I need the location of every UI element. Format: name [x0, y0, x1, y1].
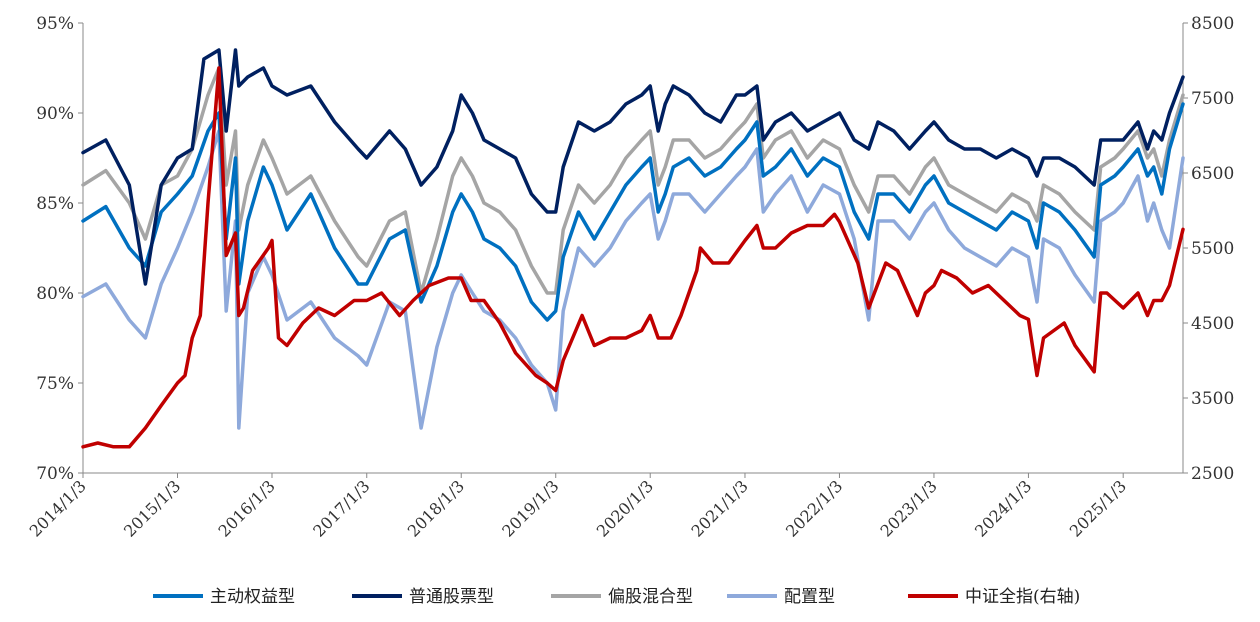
- x-tick-label: 2022/1/3: [782, 476, 846, 540]
- x-tick-label: 2023/1/3: [877, 476, 941, 540]
- x-tick-label: 2017/1/3: [309, 476, 373, 540]
- x-tick-label: 2020/1/3: [593, 476, 657, 540]
- legend-label: 配置型: [784, 587, 835, 607]
- y-left-tick-label: 70%: [36, 464, 74, 484]
- legend-label: 主动权益型: [210, 587, 295, 607]
- legend-label: 偏股混合型: [608, 587, 693, 607]
- y-left-tick-label: 80%: [36, 284, 74, 304]
- y-right-tick-label: 8500: [1191, 14, 1234, 34]
- series-line-2: [81, 66, 1185, 295]
- x-tick-label: 2018/1/3: [404, 476, 468, 540]
- x-tick-label: 2019/1/3: [498, 476, 562, 540]
- x-tick-label: 2025/1/3: [1066, 476, 1130, 540]
- y-right-tick-label: 7500: [1191, 89, 1234, 109]
- y-left-tick-label: 90%: [36, 104, 74, 124]
- series-layer: [81, 48, 1185, 449]
- x-tick-label: 2021/1/3: [688, 476, 752, 540]
- y-right-tick-label: 3500: [1191, 389, 1234, 409]
- x-tick-label: 2015/1/3: [120, 476, 184, 540]
- y-right-tick-label: 5500: [1191, 239, 1234, 259]
- y-left-tick-label: 75%: [36, 374, 74, 394]
- legend-label: 普通股票型: [409, 587, 494, 607]
- y-right-tick-label: 4500: [1191, 314, 1234, 334]
- x-tick-label: 2016/1/3: [215, 476, 279, 540]
- series-line-4: [81, 66, 1185, 449]
- y-right-tick-label: 2500: [1191, 464, 1234, 484]
- y-right-tick-label: 6500: [1191, 164, 1234, 184]
- x-tick-label: 2024/1/3: [971, 476, 1035, 540]
- y-left-tick-label: 85%: [36, 194, 74, 214]
- series-line-1: [81, 48, 1185, 286]
- legend-label: 中证全指(右轴): [965, 587, 1080, 607]
- x-tick-label: 2014/1/3: [26, 476, 90, 540]
- axes: 70% 75% 80% 85% 90% 95% 2500 3500 4500 5500 6500 75…: [26, 14, 1235, 541]
- y-left-tick-label: 95%: [36, 14, 74, 34]
- series-line-3: [81, 129, 1185, 430]
- series-line-0: [81, 102, 1185, 322]
- legend: 主动权益型 普通股票型 偏股混合型 配置型 中证全指(右轴): [153, 587, 1080, 607]
